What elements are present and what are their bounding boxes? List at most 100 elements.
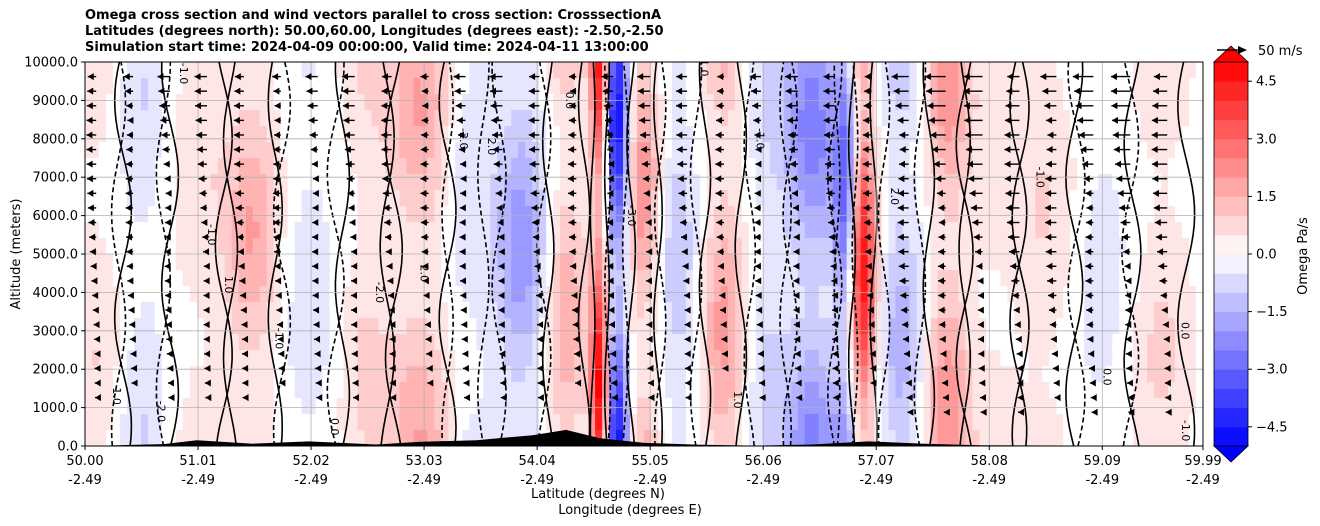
omega-cell <box>727 222 736 239</box>
omega-cell <box>692 206 701 223</box>
omega-cell <box>797 190 806 207</box>
omega-cell <box>1014 350 1022 367</box>
omega-cell <box>839 270 848 287</box>
omega-cell <box>1126 238 1134 255</box>
omega-cell <box>664 94 673 111</box>
omega-cell <box>644 142 652 159</box>
omega-cell <box>965 398 974 415</box>
wind-vector-head <box>755 146 762 154</box>
omega-cell <box>98 158 107 175</box>
omega-cell <box>1014 206 1022 223</box>
omega-cell <box>776 254 785 271</box>
omega-cell <box>560 190 568 207</box>
omega-cell <box>1140 286 1148 303</box>
omega-cell <box>1000 94 1008 111</box>
omega-cell <box>413 78 421 95</box>
omega-cell <box>378 174 387 191</box>
wind-vector-head <box>421 116 428 124</box>
omega-cell <box>637 286 645 303</box>
omega-cell <box>1021 414 1029 431</box>
omega-cell <box>720 78 729 95</box>
omega-cell <box>776 142 785 159</box>
omega-cell <box>937 94 946 111</box>
omega-cell <box>567 158 575 175</box>
omega-cell <box>1133 254 1141 271</box>
omega-cell <box>1189 174 1197 191</box>
omega-cell <box>769 366 778 383</box>
omega-cell <box>1042 414 1050 431</box>
omega-cell <box>874 158 883 175</box>
omega-cell <box>839 334 848 351</box>
omega-cell <box>322 366 331 383</box>
omega-cell <box>881 78 890 95</box>
omega-cell <box>385 254 394 271</box>
omega-cell <box>441 350 449 367</box>
omega-cell <box>217 414 226 431</box>
omega-cell <box>350 174 359 191</box>
omega-cell <box>825 334 834 351</box>
omega-cell <box>245 206 254 223</box>
omega-cell <box>105 382 114 399</box>
omega-cell <box>986 414 994 431</box>
omega-cell <box>1112 206 1120 223</box>
wind-vector-head <box>568 116 575 124</box>
omega-cell <box>294 190 303 207</box>
omega-cell <box>811 126 820 143</box>
omega-cell <box>1091 206 1099 223</box>
wind-vector-head <box>460 160 467 168</box>
omega-cell <box>881 286 890 303</box>
omega-cell <box>951 238 960 255</box>
omega-cell <box>98 238 107 255</box>
omega-cell <box>434 270 442 287</box>
omega-cell <box>112 94 121 111</box>
wind-vector-head <box>754 131 761 139</box>
omega-cell <box>252 62 261 79</box>
omega-cell <box>329 62 338 79</box>
omega-cell <box>112 414 121 431</box>
omega-cell <box>804 318 813 335</box>
omega-cell <box>909 94 918 111</box>
omega-cell <box>1063 126 1071 143</box>
omega-cell <box>329 238 338 255</box>
omega-cell <box>720 350 729 367</box>
omega-cell <box>727 110 736 127</box>
omega-cell <box>287 398 296 415</box>
omega-cell <box>371 350 380 367</box>
omega-cell <box>231 190 240 207</box>
omega-cell <box>329 110 338 127</box>
omega-cell <box>1189 350 1197 367</box>
omega-cell <box>783 366 792 383</box>
omega-cell <box>1000 270 1008 287</box>
omega-cell <box>1077 318 1085 335</box>
omega-cell <box>1077 286 1085 303</box>
omega-cell <box>944 414 953 431</box>
omega-cell <box>245 174 254 191</box>
omega-cell <box>203 382 212 399</box>
omega-cell <box>811 382 820 399</box>
omega-cell <box>266 366 275 383</box>
omega-cell <box>392 238 401 255</box>
omega-cell <box>986 142 994 159</box>
omega-cell <box>909 350 918 367</box>
wind-vector-head <box>203 277 210 285</box>
omega-cell <box>301 158 310 175</box>
omega-cell <box>685 94 694 111</box>
omega-cell <box>853 206 862 223</box>
omega-cell <box>811 238 820 255</box>
omega-cell <box>525 302 533 319</box>
omega-cell <box>623 238 631 255</box>
omega-cell <box>972 430 980 446</box>
omega-cell <box>874 270 883 287</box>
wind-vector-head <box>640 146 647 154</box>
omega-cell <box>1035 206 1043 223</box>
omega-cell <box>986 206 994 223</box>
omega-cell <box>105 206 114 223</box>
omega-cell <box>343 222 352 239</box>
wind-vector-head <box>498 291 505 299</box>
omega-cell <box>378 94 387 111</box>
wind-vector-head <box>342 73 349 81</box>
omega-cell <box>706 302 715 319</box>
omega-cell <box>196 94 205 111</box>
omega-cell <box>804 270 813 287</box>
omega-cell <box>336 62 345 79</box>
